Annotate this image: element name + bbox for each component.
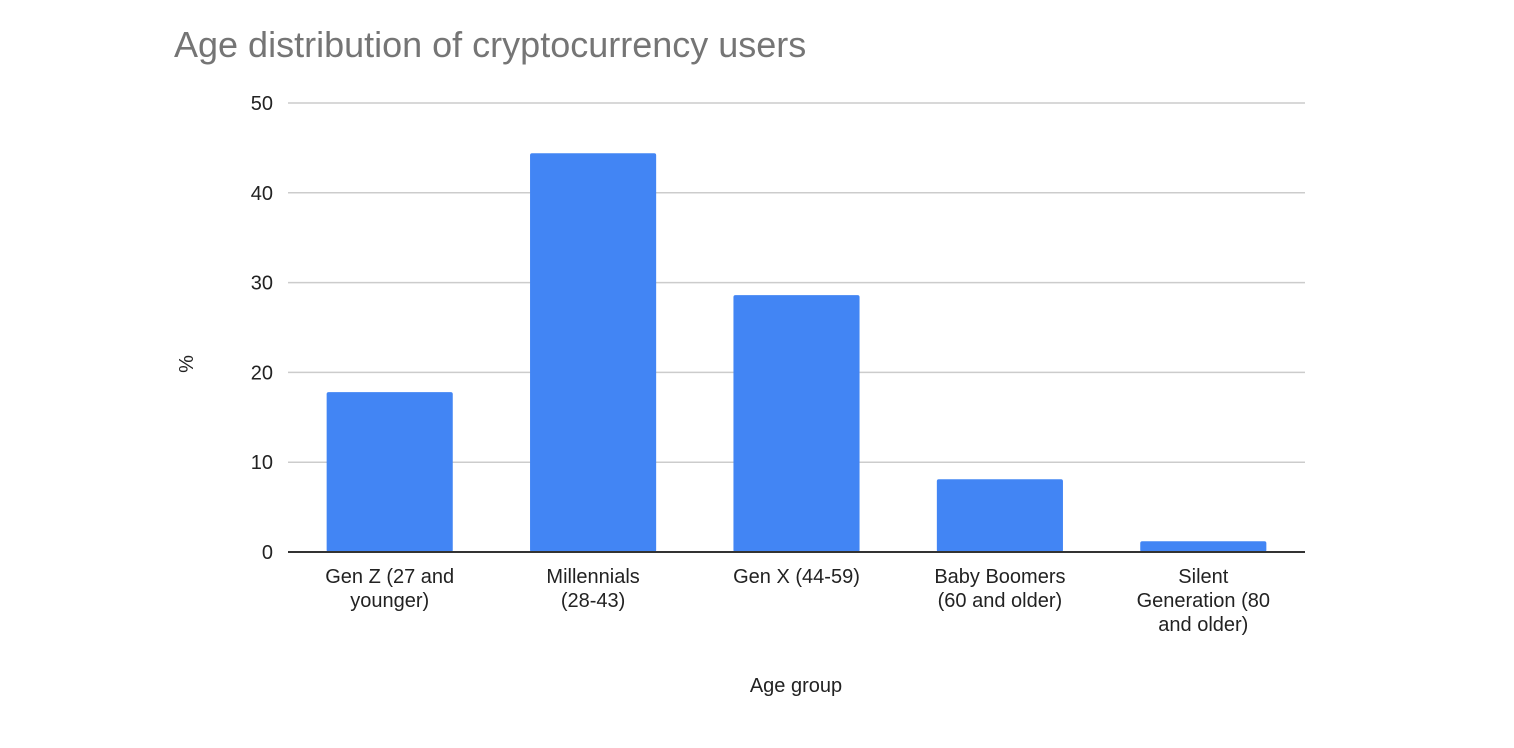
y-axis-title: %	[176, 355, 198, 373]
x-tick-label-line: Millennials	[546, 566, 639, 588]
x-tick-label: Gen Z (27 and younger)	[325, 566, 454, 612]
x-tick-label-line: Baby Boomers	[934, 566, 1065, 588]
x-tick-label-line: younger)	[350, 590, 429, 612]
x-tick-label-line: and older)	[1158, 614, 1248, 636]
y-tick-label: 40	[251, 183, 273, 205]
x-tick-label-line: Silent	[1178, 566, 1228, 588]
bar-0	[326, 392, 453, 552]
y-tick-label: 20	[251, 362, 273, 384]
x-tick-label-line: (28-43)	[561, 590, 625, 612]
x-tick-label-line: (60 and older)	[938, 590, 1063, 612]
x-tick-label: Millennials (28-43)	[546, 566, 639, 612]
x-tick-label: Baby Boomers (60 and older)	[934, 566, 1065, 612]
y-tick-label: 50	[251, 93, 273, 115]
tick-labels: 0 10 20 30 40 50 Gen Z (27 and younger) Millenni…	[251, 93, 1270, 636]
x-tick-label: Silent Generation (80 and older)	[1137, 566, 1270, 636]
x-tick-label: Gen X (44-59)	[733, 566, 860, 588]
bar-1	[530, 153, 657, 552]
x-tick-label-line: Generation (80	[1137, 590, 1270, 612]
x-tick-label-line: Gen X (44-59)	[733, 566, 860, 588]
bars	[326, 153, 1267, 552]
x-axis-title: Age group	[750, 675, 842, 697]
bar-4	[1140, 541, 1267, 552]
y-tick-label: 0	[262, 542, 273, 564]
chart-title: Age distribution of cryptocurrency users	[174, 24, 807, 65]
x-tick-label-line: Gen Z (27 and	[325, 566, 454, 588]
y-tick-label: 30	[251, 273, 273, 295]
bar-2	[733, 295, 860, 552]
y-tick-label: 10	[251, 452, 273, 474]
bar-3	[936, 479, 1063, 552]
